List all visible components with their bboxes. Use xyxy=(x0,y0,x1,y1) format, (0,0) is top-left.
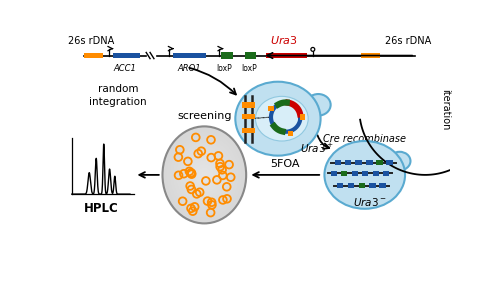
Bar xyxy=(334,160,340,165)
Text: ACC1: ACC1 xyxy=(113,64,136,73)
Bar xyxy=(376,160,382,165)
Ellipse shape xyxy=(201,171,207,178)
Ellipse shape xyxy=(189,157,220,193)
Bar xyxy=(250,128,256,133)
Text: $\it{Ura3}$: $\it{Ura3}$ xyxy=(270,34,298,46)
Ellipse shape xyxy=(167,132,242,217)
Text: iteration: iteration xyxy=(440,89,450,130)
Ellipse shape xyxy=(256,96,308,141)
Ellipse shape xyxy=(195,164,214,186)
Bar xyxy=(113,53,140,58)
Ellipse shape xyxy=(176,143,232,207)
Bar xyxy=(380,183,386,188)
Bar xyxy=(250,102,256,107)
Ellipse shape xyxy=(324,141,405,209)
Bar xyxy=(250,114,256,119)
Text: screening: screening xyxy=(177,111,232,121)
Bar xyxy=(382,171,389,176)
Bar xyxy=(337,183,343,188)
Ellipse shape xyxy=(389,152,410,170)
Ellipse shape xyxy=(174,139,236,210)
Bar xyxy=(242,128,248,133)
Text: 26s rDNA: 26s rDNA xyxy=(68,36,114,46)
Bar xyxy=(372,171,378,176)
Ellipse shape xyxy=(236,82,320,156)
Bar xyxy=(362,171,368,176)
Bar xyxy=(300,115,306,120)
Bar xyxy=(352,171,358,176)
Bar xyxy=(370,183,376,188)
Text: loxP: loxP xyxy=(242,64,257,73)
Bar xyxy=(242,102,248,107)
Text: 26s rDNA: 26s rDNA xyxy=(385,36,431,46)
Text: 5FOA: 5FOA xyxy=(270,159,300,169)
Text: $\it{Ura3}$$^+$: $\it{Ura3}$$^+$ xyxy=(300,142,334,155)
Bar xyxy=(358,183,365,188)
Bar xyxy=(361,53,380,58)
Bar xyxy=(366,160,372,165)
Bar xyxy=(356,160,362,165)
Bar xyxy=(330,171,337,176)
Text: loxP: loxP xyxy=(216,64,232,73)
Text: Cre recombinase: Cre recombinase xyxy=(323,134,406,144)
Bar xyxy=(174,53,206,58)
Bar xyxy=(222,52,233,59)
Bar xyxy=(348,183,354,188)
Text: $\it{Ura3}$$^-$: $\it{Ura3}$$^-$ xyxy=(353,197,387,208)
Ellipse shape xyxy=(182,150,226,200)
Ellipse shape xyxy=(162,126,246,223)
Bar xyxy=(242,114,248,119)
Text: random
integration: random integration xyxy=(90,84,147,107)
Bar xyxy=(340,171,347,176)
Text: ARO1: ARO1 xyxy=(177,64,201,73)
Bar xyxy=(244,52,256,59)
Ellipse shape xyxy=(198,168,210,182)
Ellipse shape xyxy=(186,154,223,196)
Bar xyxy=(84,53,103,58)
Bar xyxy=(266,53,306,58)
Ellipse shape xyxy=(180,147,229,203)
Bar xyxy=(288,131,293,136)
Bar xyxy=(344,160,351,165)
Ellipse shape xyxy=(192,161,216,189)
Text: HPLC: HPLC xyxy=(84,202,118,215)
Ellipse shape xyxy=(170,136,238,214)
Circle shape xyxy=(311,47,315,51)
Bar xyxy=(268,106,274,111)
Bar xyxy=(386,160,392,165)
Ellipse shape xyxy=(306,94,330,116)
